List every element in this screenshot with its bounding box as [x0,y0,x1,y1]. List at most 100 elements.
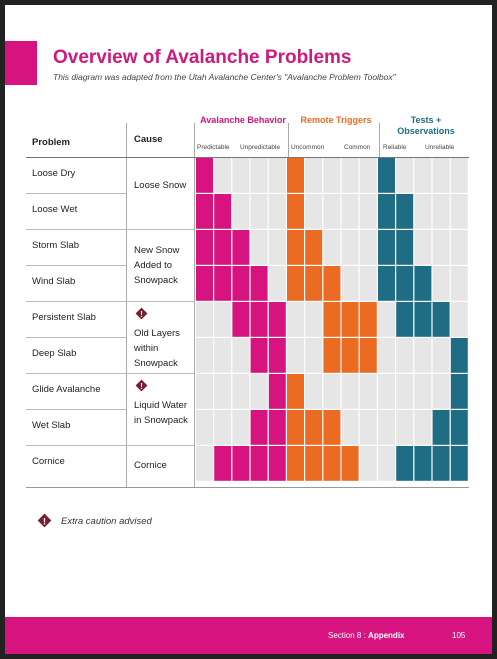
grid-cell-empty [287,338,304,373]
grid-cell-empty [232,194,250,229]
legend-text: Extra caution advised [61,516,152,527]
grid-cell-filled [396,266,414,301]
grid-cell-filled [323,338,341,373]
grid-cell-empty [323,374,341,409]
scale-label-predictable: Predictable [197,144,230,151]
grid-cell-empty [341,374,359,409]
footer-section-name: Appendix [368,631,405,640]
grid-cell-empty [450,194,468,229]
grid-cell-empty [268,266,286,301]
grid-cell-empty [432,194,450,229]
grid-cell-filled [232,446,250,481]
grid-cell-empty [396,338,414,373]
row-divider [26,265,126,266]
grid-cell-filled [323,446,341,481]
table-bottom-rule [26,487,469,488]
grid-cell-empty [414,374,432,409]
grid-cell-filled [450,446,468,481]
grid-cell-filled [450,374,468,409]
title-accent-bar [5,41,37,85]
row-divider [26,337,126,338]
group-header-avalanche-behavior: Avalanche Behavior [200,115,286,125]
grid-cell-empty [323,158,341,193]
grid-cell-filled [341,302,359,337]
svg-text:!: ! [140,381,143,391]
footer-section: Section 8 : Appendix [328,631,405,640]
grid-cell-filled [396,446,414,481]
grid-cell-filled [432,446,450,481]
grid-cell-empty [341,410,359,445]
grid-cell-empty [232,410,250,445]
header-rule [26,157,469,158]
problem-label: Persistent Slab [32,312,96,323]
row-divider [26,193,126,194]
grid-cell-filled [323,302,341,337]
grid-cell-empty [287,302,304,337]
grid-cell-filled [305,266,323,301]
grid-cell-empty [214,302,232,337]
grid-cell-filled [196,194,213,229]
grid-cell-empty [268,194,286,229]
grid-cell-filled [341,338,359,373]
cause-label: Loose Snow [134,180,187,191]
grid-cell-empty [396,374,414,409]
grid-cell-empty [323,230,341,265]
grid-cell-filled [359,338,377,373]
problem-label: Storm Slab [32,240,79,251]
grid-cell-filled [432,302,450,337]
grid-cell-empty [396,410,414,445]
scale-label-common: Common [344,144,371,151]
grid-cell-empty [396,158,414,193]
scale-label-reliable: Reliable [383,144,407,151]
row-group-divider [26,445,194,446]
scale-label-uncommon: Uncommon [291,144,325,151]
document-page: Overview of Avalanche Problems This diag… [5,5,492,654]
grid-cell-empty [450,158,468,193]
grid-cell-empty [378,338,395,373]
grid-cell-filled [287,158,304,193]
problem-label: Loose Dry [32,168,76,179]
cause-column-header: Cause [134,134,163,145]
grid-cell-empty [378,446,395,481]
problem-label: Loose Wet [32,204,78,215]
grid-cell-empty [359,158,377,193]
grid-cell-empty [432,266,450,301]
grid-cell-filled [232,302,250,337]
group-header-tests-observations: Tests + Observations [397,115,455,136]
divider-cause-grid [194,123,195,487]
grid-cell-empty [450,302,468,337]
grid-cell-filled [378,194,395,229]
grid-cell-filled [268,302,286,337]
grid-cell-filled [268,446,286,481]
grid-cell-filled [396,302,414,337]
grid-cell-empty [268,230,286,265]
row-group-divider [26,373,194,374]
row-group-divider [26,301,194,302]
grid-cell-filled [214,266,232,301]
grid-cell-filled [214,230,232,265]
group-header-remote-triggers: Remote Triggers [300,115,372,125]
grid-cell-empty [359,266,377,301]
warning-icon: ! [37,513,52,528]
cause-label: Old Layers within Snowpack [134,328,180,369]
grid-cell-empty [414,194,432,229]
grid-cell-empty [323,194,341,229]
grid-cell-filled [359,302,377,337]
warning-icon: ! [135,307,148,320]
grid-cell-empty [268,158,286,193]
divider-group-1 [288,123,289,157]
page-title: Overview of Avalanche Problems [53,47,352,68]
grid-cell-filled [250,338,268,373]
grid-cell-filled [305,230,323,265]
problem-label: Wet Slab [32,420,71,431]
grid-cell-filled [378,230,395,265]
grid-cell-filled [414,302,432,337]
problem-label: Glide Avalanche [32,384,101,395]
grid-cell-empty [232,158,250,193]
cause-label: Cornice [134,460,167,471]
grid-cell-empty [432,338,450,373]
grid-cell-filled [450,410,468,445]
grid-cell-filled [396,194,414,229]
scale-label-unreliable: Unreliable [425,144,455,151]
problem-label: Deep Slab [32,348,77,359]
